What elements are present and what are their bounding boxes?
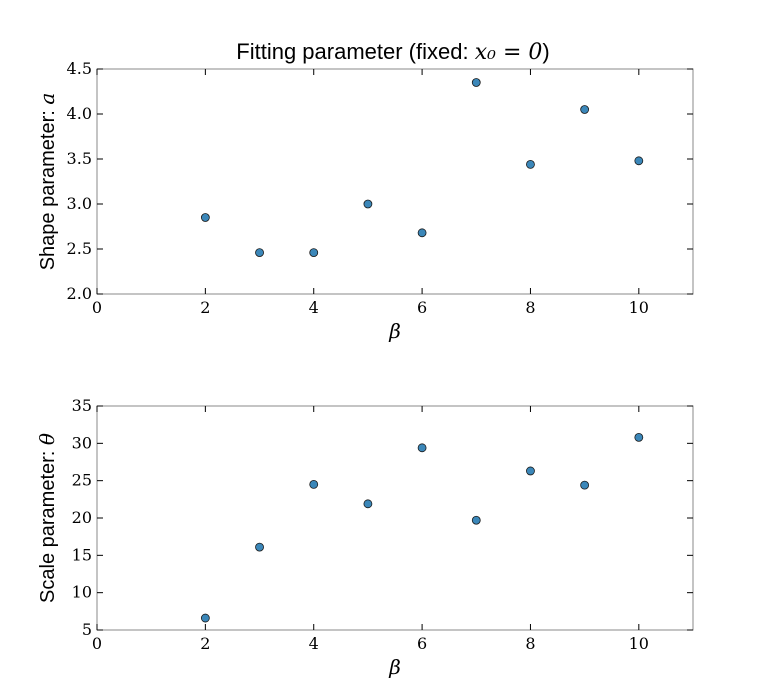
data-point (309, 479, 319, 489)
data-point (255, 248, 264, 258)
y-axis-label: Scale parameter: θ (35, 433, 59, 603)
y-axis-label-text: Scale parameter: (37, 445, 59, 603)
shape-parameter-panel: 0 2 4 6 8 10 2.0 2.5 3.0 3.5 4.0 4.5 β Shape param… (35, 59, 694, 343)
y-tick-label: 30 (72, 433, 92, 452)
data-point (634, 156, 644, 166)
x-tick-label: 10 (629, 634, 649, 653)
data-point (363, 199, 373, 209)
x-tick-label: 4 (309, 298, 319, 317)
x-tick-label: 6 (417, 298, 427, 317)
title-suffix: ) (542, 39, 549, 64)
data-point (255, 542, 264, 552)
y-axis-label-symbol: a (35, 93, 59, 105)
x-tick-label: 2 (200, 634, 210, 653)
y-tick-label: 3.0 (67, 194, 92, 213)
y-tick-label: 2.0 (67, 284, 92, 303)
plot-frame (96, 68, 694, 295)
title-math: x₀ = 0 (475, 40, 543, 65)
y-tick-label: 15 (72, 545, 92, 564)
data-point (634, 432, 644, 442)
data-point (580, 480, 590, 490)
x-axis-label: β (388, 319, 401, 343)
y-axis-label-symbol: θ (35, 433, 59, 445)
data-points (200, 78, 644, 258)
x-tick-label: 8 (525, 298, 535, 317)
chart-title: Fitting parameter (fixed: x₀ = 0) (236, 39, 549, 65)
y-tick-label: 10 (72, 583, 92, 602)
x-tick-label: 0 (92, 634, 102, 653)
data-point (526, 159, 535, 169)
y-axis-label-text: Shape parameter: (37, 105, 59, 271)
y-tick-label: 5 (82, 620, 92, 639)
data-point (200, 213, 210, 222)
x-ticks: 0 2 4 6 8 10 (92, 406, 649, 653)
y-tick-label: 20 (72, 508, 92, 527)
x-tick-label: 8 (525, 634, 535, 653)
y-ticks: 2.0 2.5 3.0 3.5 4.0 4.5 (67, 59, 693, 303)
data-point (471, 78, 481, 87)
x-tick-label: 6 (417, 634, 427, 653)
data-point (417, 228, 427, 238)
data-point (526, 466, 535, 476)
y-tick-label: 25 (72, 471, 92, 490)
data-point (200, 613, 210, 623)
y-tick-label: 4.0 (67, 104, 92, 123)
data-point (417, 443, 427, 453)
data-points (200, 432, 644, 623)
y-tick-label: 4.5 (67, 59, 92, 78)
x-ticks: 0 2 4 6 8 10 (92, 69, 649, 317)
x-tick-label: 0 (92, 298, 102, 317)
title-prefix: Fitting parameter (fixed: (236, 39, 474, 64)
data-point (363, 499, 373, 509)
x-axis-label: β (388, 655, 401, 679)
x-tick-label: 2 (200, 298, 210, 317)
y-tick-label: 3.5 (67, 149, 92, 168)
plot-frame (96, 405, 694, 631)
y-tick-label: 2.5 (67, 239, 92, 258)
x-tick-label: 10 (629, 298, 649, 317)
data-point (309, 248, 319, 258)
y-ticks: 5 10 15 20 25 30 35 (72, 396, 693, 639)
y-axis-label: Shape parameter: a (35, 93, 59, 271)
data-point (471, 515, 481, 525)
scale-parameter-panel: 0 2 4 6 8 10 5 10 15 20 25 30 35 β Scale parameter:… (35, 396, 694, 679)
y-tick-label: 35 (72, 396, 92, 415)
x-tick-label: 4 (309, 634, 319, 653)
data-point (580, 105, 590, 114)
